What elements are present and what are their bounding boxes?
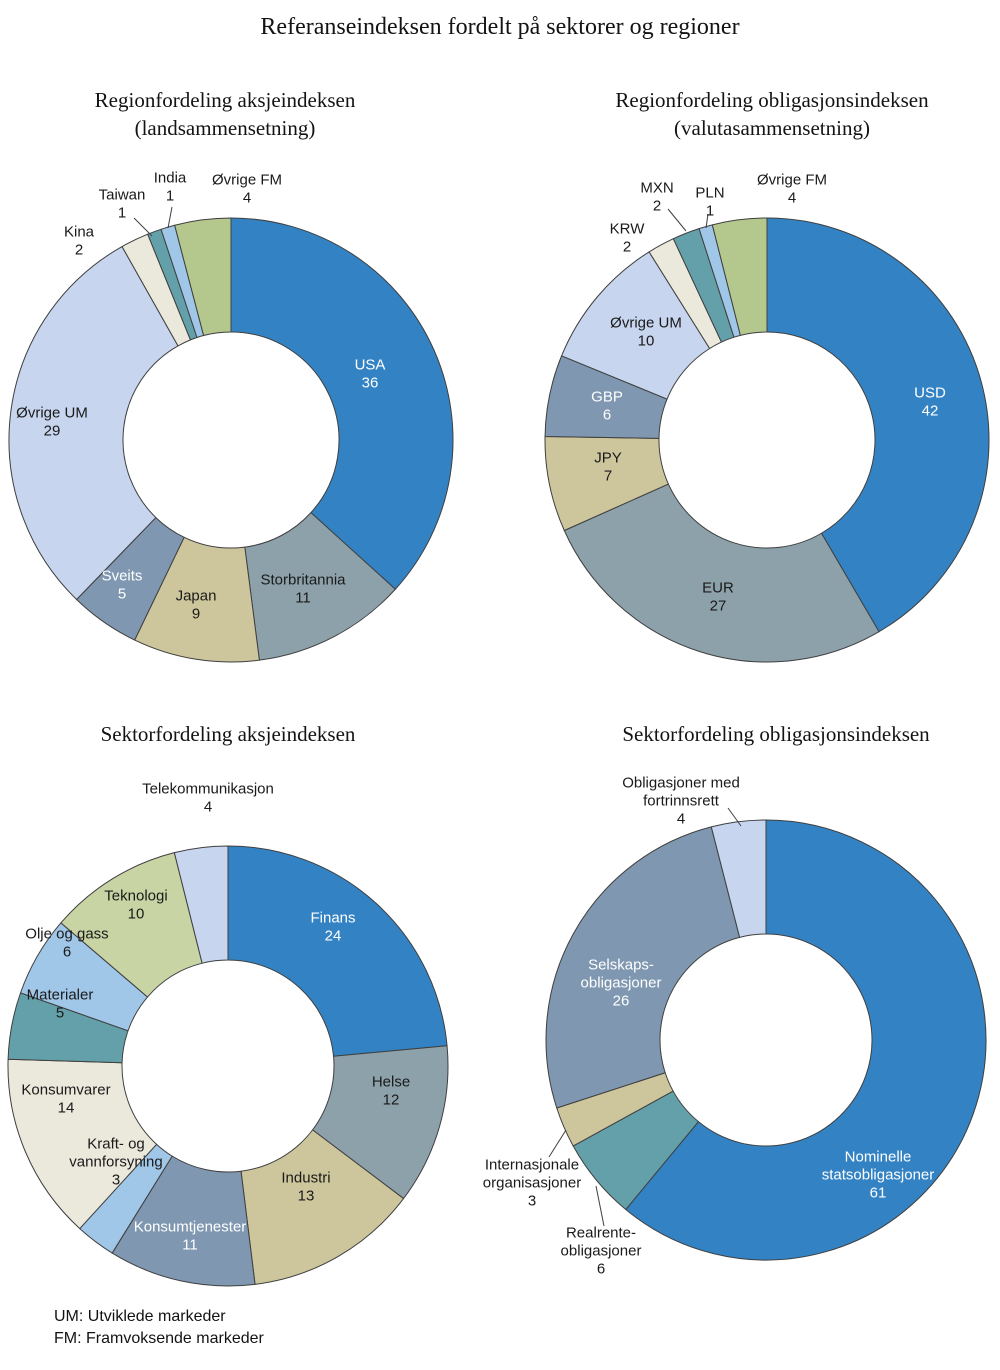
chart-title-line-2: (landsammensetning): [134, 116, 316, 140]
slice-label-region-obligasjon-eur: EUR 27: [702, 580, 734, 615]
chart-title-sector-equity: Sektorfordeling aksjeindeksen: [3, 720, 453, 748]
slice-label-sektor-aksje-konsumtjenester: Konsumtjenester 11: [134, 1219, 247, 1254]
slice-label-sektor-obligasjon-realrente-obligasjoner: Realrente-obligasjoner 6: [561, 1225, 642, 1278]
slice-label-region-aksje-india: India 1: [154, 170, 187, 205]
chart-title-line-2: (valutasammensetning): [674, 116, 870, 140]
slice-label-region-obligasjon-mxn: MXN 2: [640, 180, 673, 215]
figure-title: Referanseindeksen fordelt på sektorer og…: [260, 14, 740, 40]
chart-title-sector-bonds: Sektorfordeling obligasjonsindeksen: [551, 720, 1000, 748]
slice-label-region-obligasjon-krw: KRW 2: [610, 221, 646, 256]
leader-line-sektor-obligasjon-obligasjoner-med-fortrinnsrett: [727, 807, 742, 827]
slice-region-aksje-ovrige-fm: [174, 217, 232, 337]
slice-label-sektor-aksje-olje-og-gass: Olje og gass 6: [25, 926, 108, 961]
slice-label-sektor-obligasjon-internasjonale-organisasjoner: Internasjonale organisasjoner 3: [483, 1157, 581, 1210]
chart-title-region-bonds: Regionfordeling obligasjonsindeksen (val…: [547, 86, 997, 142]
chart-title-line-1: Sektorfordeling aksjeindeksen: [100, 722, 356, 746]
footnote-um: UM: Utviklede markeder: [54, 1308, 226, 1325]
slice-sektor-obligasjon-nominelle-statsobligasjoner: [625, 819, 987, 1261]
leader-line-region-obligasjon-mxn: [667, 208, 687, 232]
slice-region-aksje-usa: [230, 217, 454, 590]
slice-sektor-obligasjon-selskaps-obligasjoner: [545, 826, 741, 1109]
slice-label-sektor-aksje-kraft-og-vannforsyning: Kraft- og vannforsyning 3: [69, 1136, 162, 1189]
slice-label-region-aksje-ovrige-um: Øvrige UM 29: [16, 405, 88, 440]
slice-label-region-obligasjon-ovrige-um: Øvrige UM 10: [610, 315, 682, 350]
slice-label-sektor-aksje-industri: Industri 13: [281, 1170, 330, 1205]
chart-title-line-1: Sektorfordeling obligasjonsindeksen: [622, 722, 930, 746]
slice-label-region-obligasjon-usd: USD 42: [914, 385, 946, 420]
chart-title-line-1: Regionfordeling obligasjonsindeksen: [615, 88, 929, 112]
slice-label-sektor-aksje-finans: Finans 24: [310, 910, 355, 945]
slice-label-sektor-obligasjon-nominelle-statsobligasjoner: Nominelle statsobligasjoner 61: [822, 1149, 935, 1202]
slice-label-region-obligasjon-pln: PLN 1: [695, 185, 724, 220]
slice-label-region-obligasjon-ovrige-fm: Øvrige FM 4: [757, 172, 827, 207]
slice-sektor-aksje-telekommunikasjon: [173, 845, 229, 964]
slice-label-sektor-aksje-helse: Helse 12: [372, 1074, 410, 1109]
slice-label-region-aksje-usa: USA 36: [355, 357, 386, 392]
slice-label-sektor-aksje-telekommunikasjon: Telekommunikasjon 4: [142, 781, 274, 816]
slice-label-region-aksje-kina: Kina 2: [64, 224, 95, 259]
slice-sektor-aksje-industri: [240, 1129, 405, 1285]
slice-label-sektor-aksje-materialer: Materialer 5: [27, 987, 94, 1022]
slice-label-sektor-obligasjon-obligasjoner-med-fortrinnsrett: Obligasjoner med fortrinnsrett 4: [622, 775, 740, 828]
slice-label-region-aksje-storbritannia: Storbritannia 11: [260, 572, 346, 607]
slice-region-obligasjon-usd: [766, 217, 990, 633]
slice-label-sektor-aksje-konsumvarer: Konsumvarer 14: [21, 1082, 110, 1117]
leader-line-sektor-obligasjon-realrente-obligasjoner: [595, 1185, 605, 1227]
slice-sektor-aksje-finans: [227, 845, 448, 1057]
slice-sektor-aksje-konsumvarer: [7, 1058, 158, 1230]
slice-label-sektor-aksje-teknologi: Teknologi 10: [104, 888, 167, 923]
leader-line-region-aksje-taiwan: [133, 217, 153, 237]
slice-region-aksje-ovrige-um: [8, 246, 179, 600]
chart-title-line-1: Regionfordeling aksjeindeksen: [94, 88, 356, 112]
slice-label-region-aksje-sveits: Sveits 5: [102, 568, 143, 603]
slice-label-sektor-obligasjon-selskaps-obligasjoner: Selskaps-obligasjoner 26: [581, 957, 662, 1010]
slice-region-obligasjon-eur: [563, 483, 880, 663]
slice-label-region-aksje-taiwan: Taiwan 1: [99, 187, 146, 222]
slice-label-region-aksje-japan: Japan 9: [176, 588, 217, 623]
leader-line-region-obligasjon-pln: [705, 213, 709, 229]
slice-region-obligasjon-ovrige-fm: [711, 217, 768, 336]
leader-line-region-aksje-india: [167, 206, 173, 229]
leader-line-sektor-obligasjon-internasjonale-organisasjoner: [548, 1129, 567, 1158]
chart-title-region-equity: Regionfordeling aksjeindeksen (landsamme…: [0, 86, 450, 142]
slice-label-region-obligasjon-gbp: GBP 6: [591, 389, 623, 424]
slice-label-region-aksje-ovrige-fm: Øvrige FM 4: [212, 172, 282, 207]
slice-label-region-obligasjon-jpy: JPY 7: [594, 450, 622, 485]
slice-sektor-obligasjon-obligasjoner-med-fortrinnsrett: [710, 819, 767, 938]
footnote-fm: FM: Framvoksende markeder: [54, 1330, 264, 1347]
footnotes: UM: Utviklede markeder FM: Framvoksende …: [54, 1306, 264, 1350]
